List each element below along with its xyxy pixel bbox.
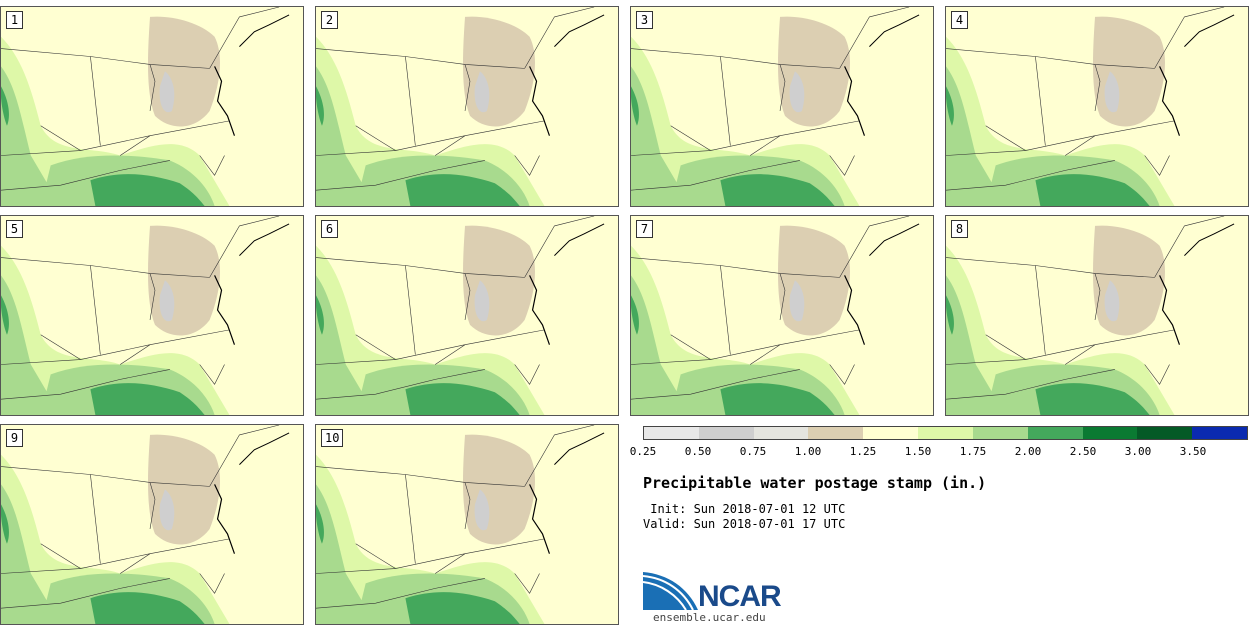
init-time: Init: Sun 2018-07-01 12 UTC <box>643 502 846 516</box>
colorbar-swatch <box>753 427 809 439</box>
colorbar-swatch <box>1082 427 1138 439</box>
colorbar <box>643 426 1248 440</box>
colorbar-tick-label: 1.00 <box>794 445 822 458</box>
map-panel: 6 <box>315 215 619 416</box>
colorbar-swatch <box>644 427 699 439</box>
colorbar-tick-label: 2.00 <box>1014 445 1042 458</box>
colorbar-tick-label: 2.50 <box>1069 445 1097 458</box>
valid-time: Valid: Sun 2018-07-01 17 UTC <box>643 517 846 531</box>
panel-number: 2 <box>321 11 338 29</box>
plot-title: Precipitable water postage stamp (in.) <box>643 474 987 492</box>
colorbar-swatch <box>863 427 919 439</box>
colorbar-swatch <box>1137 427 1193 439</box>
map-panel: 8 <box>945 215 1249 416</box>
colorbar-swatch <box>1192 427 1247 439</box>
colorbar-swatch <box>972 427 1028 439</box>
panel-number: 5 <box>6 220 23 238</box>
map-panel: 7 <box>630 215 934 416</box>
time-info: Init: Sun 2018-07-01 12 UTC Valid: Sun 2… <box>643 502 845 532</box>
colorbar-swatch <box>808 427 864 439</box>
ncar-logo-icon <box>643 572 698 611</box>
map-panel: 5 <box>0 215 304 416</box>
colorbar-tick-label: 1.50 <box>904 445 932 458</box>
colorbar-tick-label: 1.25 <box>849 445 877 458</box>
map-panel: 2 <box>315 6 619 207</box>
colorbar-tick-label: 0.75 <box>739 445 767 458</box>
colorbar-tick-label: 3.50 <box>1179 445 1207 458</box>
colorbar-tick-label: 1.75 <box>959 445 987 458</box>
colorbar-swatch <box>918 427 973 439</box>
panel-number: 8 <box>951 220 968 238</box>
map-panel: 9 <box>0 424 304 625</box>
panel-number: 10 <box>321 429 344 447</box>
colorbar-tick-label: 0.50 <box>684 445 712 458</box>
panel-number: 3 <box>636 11 653 29</box>
panel-number: 6 <box>321 220 338 238</box>
map-panel: 3 <box>630 6 934 207</box>
panel-number: 1 <box>6 11 23 29</box>
colorbar-swatch <box>698 427 754 439</box>
logo-url: ensemble.ucar.edu <box>653 611 766 624</box>
logo-wordmark: NCAR <box>698 580 782 613</box>
colorbar-tick-label: 0.25 <box>629 445 657 458</box>
colorbar-swatch <box>1027 427 1083 439</box>
panel-number: 9 <box>6 429 23 447</box>
panel-number: 4 <box>951 11 968 29</box>
map-panel: 4 <box>945 6 1249 207</box>
map-panel: 1 <box>0 6 304 207</box>
panel-number: 7 <box>636 220 653 238</box>
map-panel: 10 <box>315 424 619 625</box>
colorbar-ticks: 0.25 0.50 0.75 1.00 1.25 1.50 1.75 2.00 2.50 3.00… <box>629 445 1260 459</box>
colorbar-tick-label: 3.00 <box>1124 445 1152 458</box>
